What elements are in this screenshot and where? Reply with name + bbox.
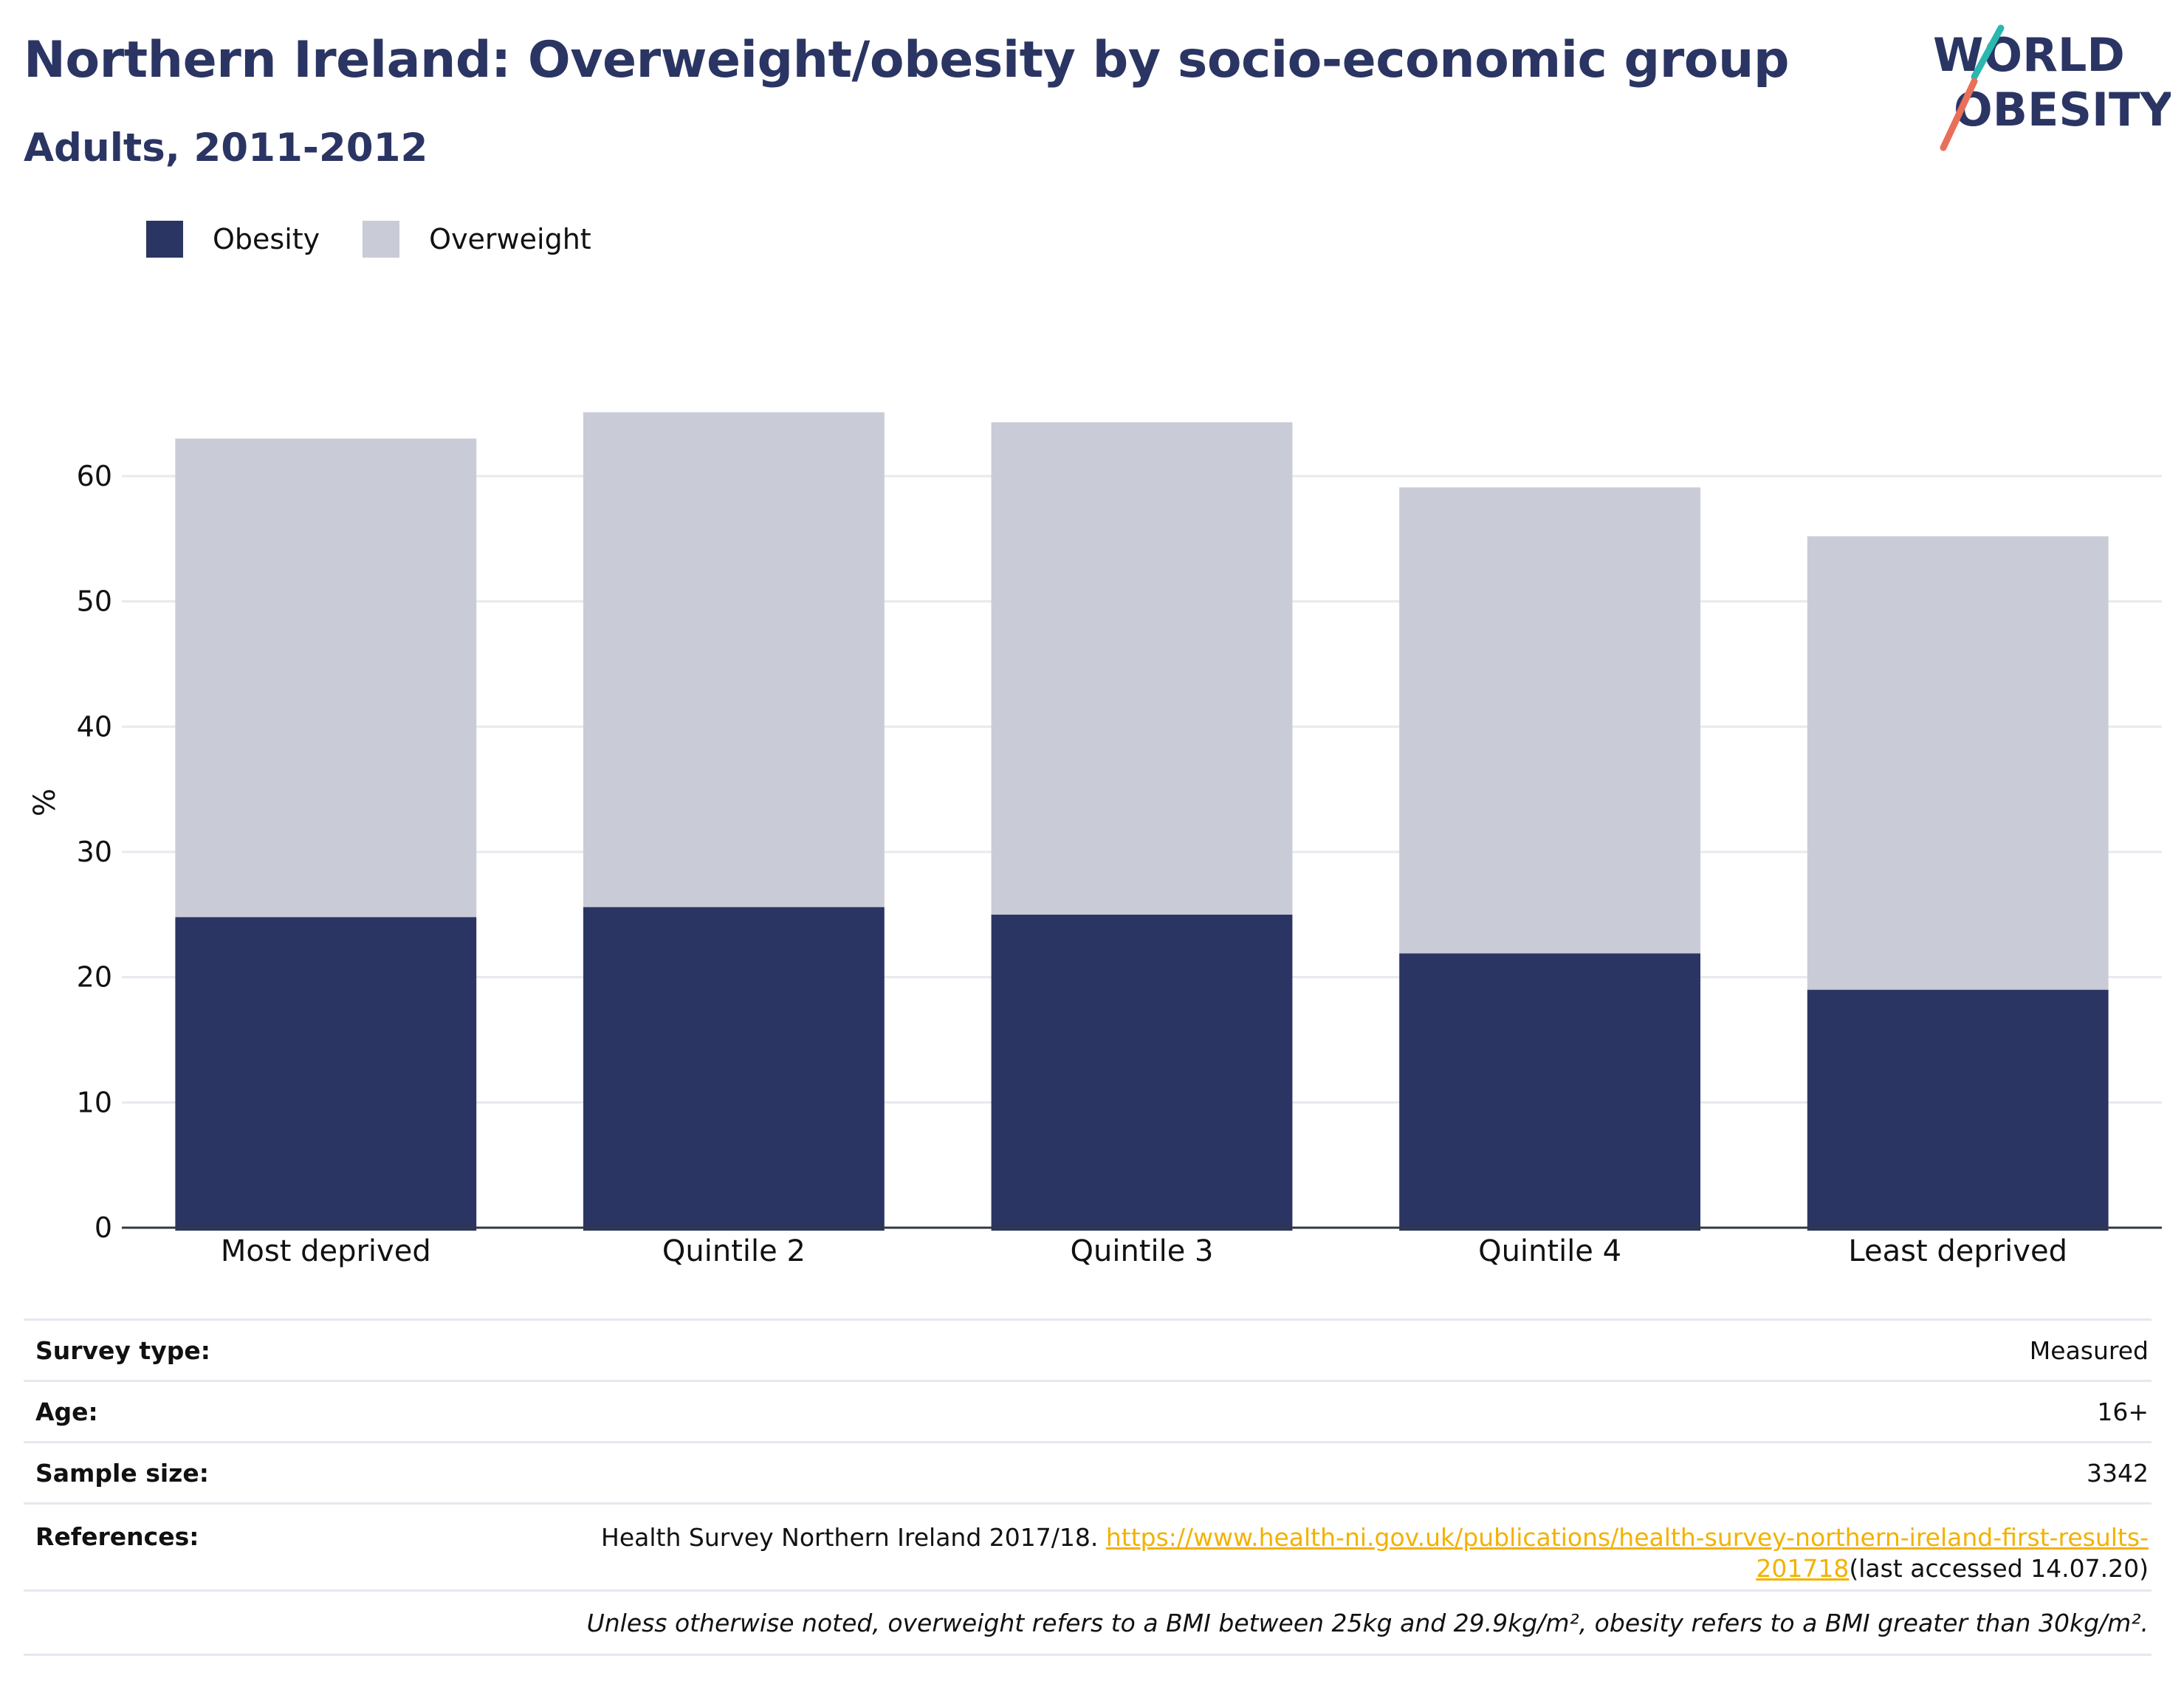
y-axis-title: %	[28, 788, 62, 816]
bar-overweight-2[interactable]	[991, 422, 1293, 915]
bar-obesity-1[interactable]	[583, 907, 885, 1231]
legend: Obesity Overweight	[146, 219, 634, 260]
references-link[interactable]: https://www.health-ni.gov.uk/publication…	[1106, 1523, 2149, 1583]
meta-row-survey-type: Survey type: Measured	[24, 1318, 2152, 1380]
age-value: 16+	[2097, 1397, 2149, 1426]
references-text: Health Survey Northern Ireland 2017/18.	[601, 1523, 1106, 1552]
meta-row-age: Age: 16+	[24, 1380, 2152, 1441]
world-obesity-logo: WORLD OBESITY	[1933, 24, 2171, 151]
x-axis-labels: Most deprived Quintile 2 Quintile 3 Quintil…	[221, 1234, 2067, 1268]
legend-label-obesity: Obesity	[213, 223, 320, 255]
logo-line1: WORLD	[1933, 28, 2125, 82]
legend-label-overweight: Overweight	[429, 223, 591, 255]
y-tick-label: 10	[77, 1086, 112, 1118]
y-axis-ticks: 0 10 20 30 40 50 60	[77, 460, 112, 1244]
bar-obesity-2[interactable]	[991, 914, 1293, 1231]
bar-obesity-3[interactable]	[1399, 953, 1701, 1231]
y-tick-label: 20	[77, 961, 112, 994]
sample-size-value: 3342	[2087, 1458, 2149, 1488]
y-tick-label: 30	[77, 836, 112, 868]
x-tick-label: Most deprived	[221, 1234, 431, 1268]
bars	[122, 412, 2162, 1231]
metadata-table: Survey type: Measured Age: 16+ Sample si…	[24, 1318, 2152, 1656]
chart-title: Northern Ireland: Overweight/obesity by …	[24, 31, 1790, 89]
y-tick-label: 50	[77, 585, 112, 618]
bar-overweight-4[interactable]	[1807, 536, 2109, 990]
chart-subtitle: Adults, 2011-2012	[24, 126, 428, 171]
bar-overweight-1[interactable]	[583, 412, 885, 907]
bmi-note-text: Unless otherwise noted, overweight refer…	[586, 1608, 2149, 1637]
y-tick-label: 0	[95, 1211, 112, 1244]
bar-chart: 0 10 20 30 40 50 60 Most deprived Quintile 2 Qui…	[28, 412, 2162, 1268]
legend-item-obesity[interactable]: Obesity	[146, 221, 320, 258]
references-label: References:	[35, 1522, 199, 1551]
survey-type-value: Measured	[2029, 1335, 2149, 1365]
x-tick-label: Quintile 2	[662, 1234, 806, 1268]
bar-overweight-0[interactable]	[175, 439, 477, 918]
bar-obesity-0[interactable]	[175, 917, 477, 1231]
legend-swatch-obesity	[146, 221, 183, 258]
x-tick-label: Quintile 4	[1478, 1234, 1621, 1268]
logo-line2: OBESITY	[1954, 83, 2171, 137]
references-link-part1[interactable]: https://www.health-ni.gov.uk/publication…	[1105, 1523, 2149, 1552]
meta-row-references: References: Health Survey Northern Irela…	[24, 1502, 2152, 1589]
legend-swatch-overweight	[363, 221, 400, 258]
references-suffix: (last accessed 14.07.20)	[1849, 1554, 2149, 1583]
y-tick-label: 60	[77, 460, 112, 492]
survey-type-label: Survey type:	[35, 1335, 210, 1365]
meta-row-sample-size: Sample size: 3342	[24, 1441, 2152, 1502]
references-link-part2[interactable]: 201718	[1756, 1554, 1850, 1583]
x-tick-label: Least deprived	[1848, 1234, 2067, 1268]
bmi-note: Unless otherwise noted, overweight refer…	[24, 1589, 2152, 1656]
legend-item-overweight[interactable]: Overweight	[363, 221, 591, 258]
bar-overweight-3[interactable]	[1399, 487, 1701, 954]
age-label: Age:	[35, 1397, 98, 1426]
references-value: Health Survey Northern Ireland 2017/18. …	[524, 1522, 2149, 1584]
x-tick-label: Quintile 3	[1071, 1234, 1214, 1268]
y-tick-label: 40	[77, 710, 112, 743]
bar-obesity-4[interactable]	[1807, 989, 2109, 1231]
sample-size-label: Sample size:	[35, 1458, 209, 1488]
